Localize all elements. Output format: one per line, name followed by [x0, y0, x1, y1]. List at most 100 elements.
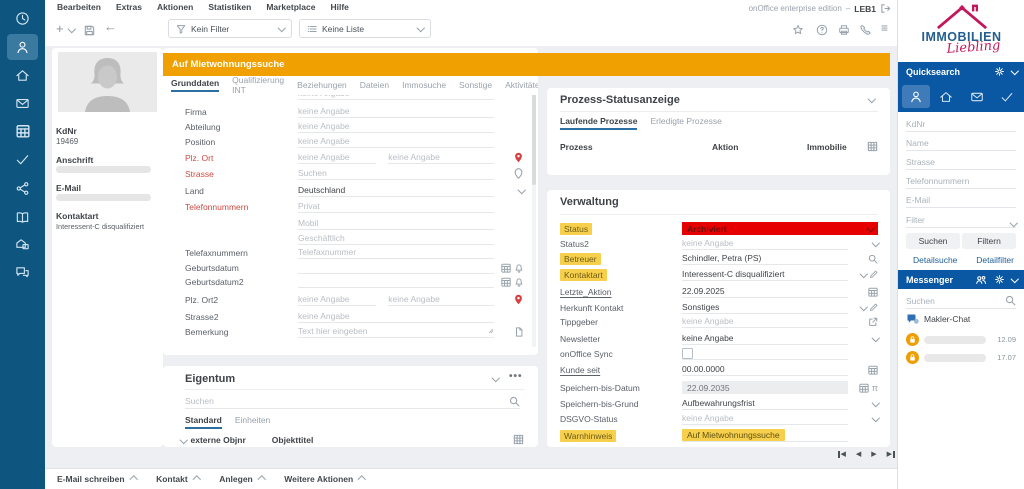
calendar-icon[interactable]	[501, 277, 511, 287]
quicksearch-strasse-input[interactable]: Strasse	[906, 153, 1016, 170]
save-icon[interactable]	[83, 24, 96, 37]
sort-chevron-icon[interactable]	[179, 435, 188, 444]
grid-columns-icon[interactable]	[867, 141, 878, 152]
calendar-icon[interactable]	[868, 365, 878, 375]
collapse-chevron-icon[interactable]	[867, 94, 876, 103]
detailsuche-link[interactable]: Detailsuche	[913, 255, 958, 265]
hamburger-menu-icon[interactable]: ≡	[881, 21, 889, 35]
menu-statistiken[interactable]: Statistiken	[208, 2, 252, 12]
kontaktart-select[interactable]: Interessent-C disqualifiziert	[682, 268, 848, 281]
detailfilter-link[interactable]: Detailfilter	[976, 255, 1014, 265]
new-record-chevron-icon[interactable]	[67, 24, 76, 33]
menu-bearbeiten[interactable]: Bearbeiten	[57, 2, 101, 12]
next-record-button[interactable]: ▶	[871, 451, 877, 458]
sidebar-item-properties[interactable]	[7, 62, 38, 88]
quicksearch-email-input[interactable]: E-Mail	[906, 191, 1016, 208]
form-scrollbar-track[interactable]	[532, 78, 536, 347]
menu-extras[interactable]: Extras	[115, 2, 142, 12]
bell-icon[interactable]	[514, 277, 524, 287]
tab-dateien[interactable]: Dateien	[359, 79, 390, 90]
pencil-icon[interactable]	[869, 303, 878, 312]
menu-marketplace[interactable]: Marketplace	[266, 2, 316, 12]
sidebar-item-portal[interactable]	[7, 5, 38, 31]
list-dropdown[interactable]: Keine Liste	[299, 19, 431, 38]
search-icon[interactable]	[509, 396, 520, 407]
tab-einheiten[interactable]: Einheiten	[234, 415, 271, 425]
tab-standard[interactable]: Standard	[185, 415, 222, 429]
status-select[interactable]: Archiviert	[682, 222, 878, 235]
favorite-star-icon[interactable]	[792, 24, 804, 36]
telefon-privat-input[interactable]: Privat	[298, 200, 494, 213]
gear-icon[interactable]	[994, 274, 1005, 285]
sidebar-item-tasks[interactable]	[7, 146, 38, 172]
external-link-icon[interactable]	[868, 317, 878, 327]
column-externe-objnr[interactable]: externe Objnr	[190, 434, 246, 445]
quicksearch-tab-tasks[interactable]	[993, 85, 1021, 108]
firma-input[interactable]: keine Angabe	[298, 105, 494, 118]
tab-qualifizierung[interactable]: Qualifizierung INT	[232, 74, 285, 95]
strasse-input[interactable]: Suchen	[298, 167, 494, 180]
letzte-aktion-field[interactable]: 22.09.2025	[682, 285, 848, 298]
tab-beziehungen[interactable]: Beziehungen	[297, 79, 347, 90]
strasse2-input[interactable]: keine Angabe	[298, 310, 494, 323]
quicksearch-tab-contacts[interactable]	[902, 85, 930, 108]
tab-laufende-prozesse[interactable]: Laufende Prozesse	[560, 116, 638, 130]
sidebar-item-email[interactable]	[7, 90, 38, 116]
tab-sonstige[interactable]: Sonstige	[459, 79, 493, 90]
people-icon[interactable]	[975, 274, 987, 286]
help-icon[interactable]	[816, 24, 828, 36]
ort2-input[interactable]: keine Angabe	[388, 293, 494, 306]
sidebar-item-marketplace[interactable]	[7, 231, 38, 257]
grid-columns-icon[interactable]	[513, 434, 524, 445]
sidebar-item-network[interactable]	[7, 175, 38, 201]
calendar-icon[interactable]	[859, 383, 869, 393]
quicksearch-filter-select[interactable]: Filter	[906, 211, 1018, 228]
tab-aktivitaeten[interactable]: Aktivitäten	[505, 79, 538, 90]
map-pin-icon[interactable]	[513, 294, 524, 305]
tab-grunddaten[interactable]: Grunddaten	[171, 78, 220, 92]
more-options-icon[interactable]: •••	[509, 371, 523, 382]
quicksearch-kdnr-input[interactable]: KdNr	[906, 115, 1016, 132]
plz-input[interactable]: keine Angabe	[298, 151, 377, 164]
warnhinweis-field[interactable]: Auf Mietwohnungssuche	[682, 429, 848, 442]
herkunft-select[interactable]: Sonstiges	[682, 301, 848, 314]
abteilung-input[interactable]: keine Angabe	[298, 120, 494, 133]
status2-select[interactable]: keine Angabe	[682, 237, 848, 250]
calendar-icon[interactable]	[868, 287, 878, 297]
kontakt-button[interactable]: Kontakt	[156, 474, 201, 484]
messenger-channel[interactable]: Makler-Chat	[906, 313, 1016, 325]
new-record-button[interactable]: +	[56, 21, 64, 36]
email-schreiben-button[interactable]: E-Mail schreiben	[57, 474, 138, 484]
land-select[interactable]: Deutschland	[298, 184, 494, 197]
newsletter-select[interactable]: keine Angabe	[682, 332, 848, 345]
calendar-icon[interactable]	[501, 263, 511, 273]
quicksearch-tab-email[interactable]	[963, 85, 991, 108]
speichern-bis-datum-field[interactable]: 22.09.2035	[682, 381, 848, 394]
sidebar-item-contacts[interactable]	[7, 34, 38, 60]
messenger-entry[interactable]: 12.09	[906, 333, 1016, 346]
menu-hilfe[interactable]: Hilfe	[330, 2, 349, 12]
print-icon[interactable]	[838, 24, 850, 36]
resize-handle-icon[interactable]	[488, 328, 494, 334]
position-input[interactable]: keine Angabe	[298, 135, 494, 148]
logout-icon[interactable]	[880, 3, 891, 14]
sidebar-item-chat[interactable]	[7, 259, 38, 285]
eigentum-search[interactable]: Suchen	[185, 394, 520, 409]
tab-erledigte-prozesse[interactable]: Erledigte Prozesse	[650, 116, 722, 126]
messenger-entry[interactable]: 17.07	[906, 351, 1016, 364]
sync-checkbox[interactable]	[682, 347, 693, 359]
sidebar-item-knowledge[interactable]	[7, 204, 38, 230]
phone-icon[interactable]	[859, 24, 871, 36]
previous-record-button[interactable]: ◀	[855, 451, 862, 458]
dsgvo-status-select[interactable]: keine Angabe	[682, 412, 848, 425]
gear-icon[interactable]	[994, 66, 1005, 77]
quicksearch-name-input[interactable]: Name	[906, 134, 1016, 151]
ort-input[interactable]: keine Angabe	[388, 151, 494, 164]
search-icon[interactable]	[868, 254, 878, 264]
column-objekttitel[interactable]: Objekttitel	[271, 434, 314, 445]
chevron-down-icon[interactable]	[1010, 66, 1019, 75]
pencil-icon[interactable]	[869, 270, 878, 279]
geburtsdatum2-input[interactable]	[298, 275, 494, 288]
column-aktion[interactable]: Aktion	[712, 141, 739, 152]
speichern-bis-grund-select[interactable]: Aufbewahrungsfrist	[682, 397, 848, 410]
